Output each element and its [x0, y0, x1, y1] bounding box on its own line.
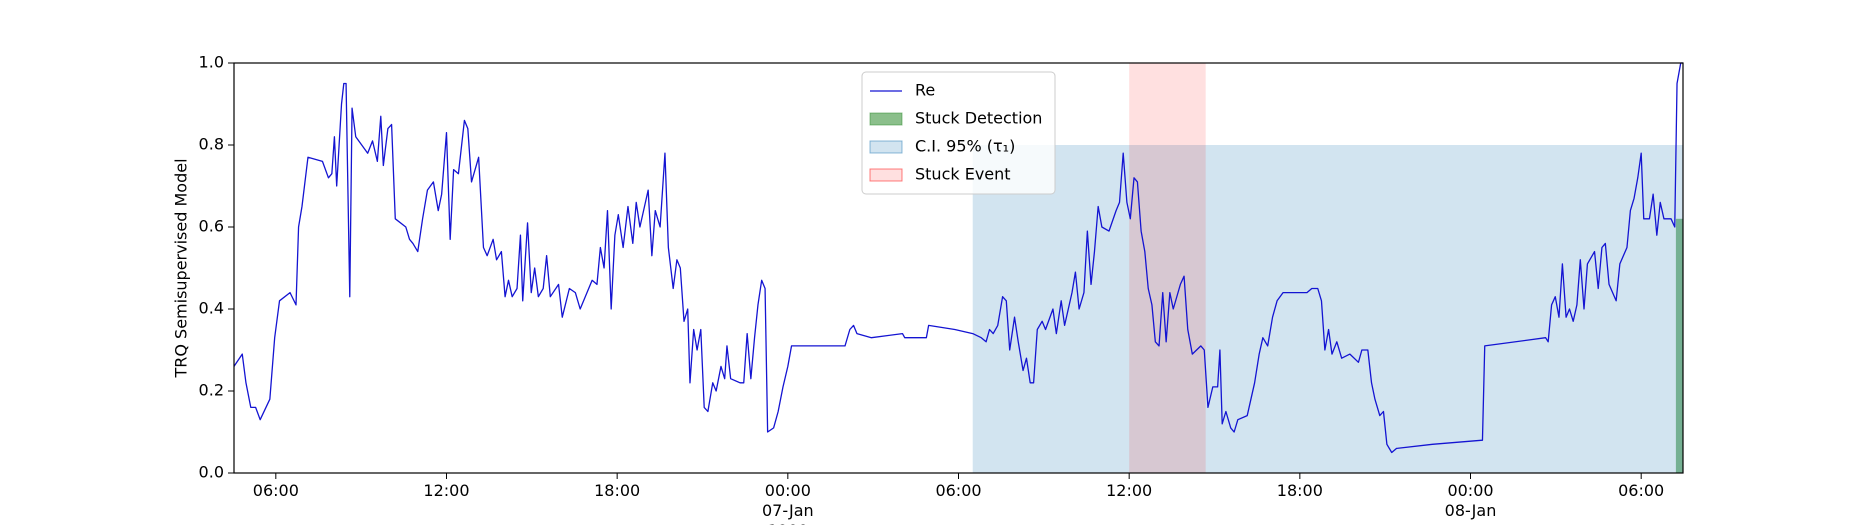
x-tick-label: 06:00	[1618, 481, 1665, 500]
y-axis-label: TRQ Semisupervised Model	[172, 158, 191, 378]
plot-frame	[233, 62, 1684, 474]
span	[1129, 63, 1206, 473]
legend-label: Stuck Event	[915, 165, 1011, 184]
y-tick-label: 0.2	[199, 381, 224, 400]
y-tick-label: 0.0	[199, 463, 224, 482]
legend-label: Stuck Detection	[915, 109, 1042, 128]
x-tick-label: 00:00 07-Jan 1900	[761, 481, 814, 525]
y-tick-label: 0.8	[199, 135, 224, 154]
legend-swatch	[869, 112, 903, 126]
legend-label: Re	[915, 81, 935, 100]
legend: Re Stuck Detection C.I. 95% (τ₁) Stuck Even…	[861, 71, 1056, 195]
y-tick-label: 0.4	[199, 299, 224, 318]
x-tick-label: 06:00	[252, 481, 299, 500]
span	[972, 145, 1683, 473]
legend-swatch	[869, 140, 903, 154]
legend-box	[861, 71, 1056, 195]
x-tick-label: 12:00	[1106, 481, 1153, 500]
legend-label: C.I. 95% (τ₁)	[915, 137, 1015, 156]
legend-swatch	[869, 168, 903, 182]
x-tick-label: 06:00	[935, 481, 982, 500]
span	[1675, 218, 1683, 473]
data-line	[233, 62, 1683, 454]
x-tick-label: 12:00	[423, 481, 470, 500]
x-tick-label: 00:00 08-Jan	[1444, 481, 1497, 520]
x-tick-label: 18:00	[594, 481, 641, 500]
x-tick-label: 18:00	[1276, 481, 1323, 500]
y-tick-label: 1.0	[199, 53, 224, 72]
y-tick-label: 0.6	[199, 217, 224, 236]
